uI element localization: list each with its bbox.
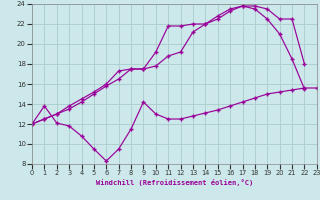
X-axis label: Windchill (Refroidissement éolien,°C): Windchill (Refroidissement éolien,°C) [96, 179, 253, 186]
